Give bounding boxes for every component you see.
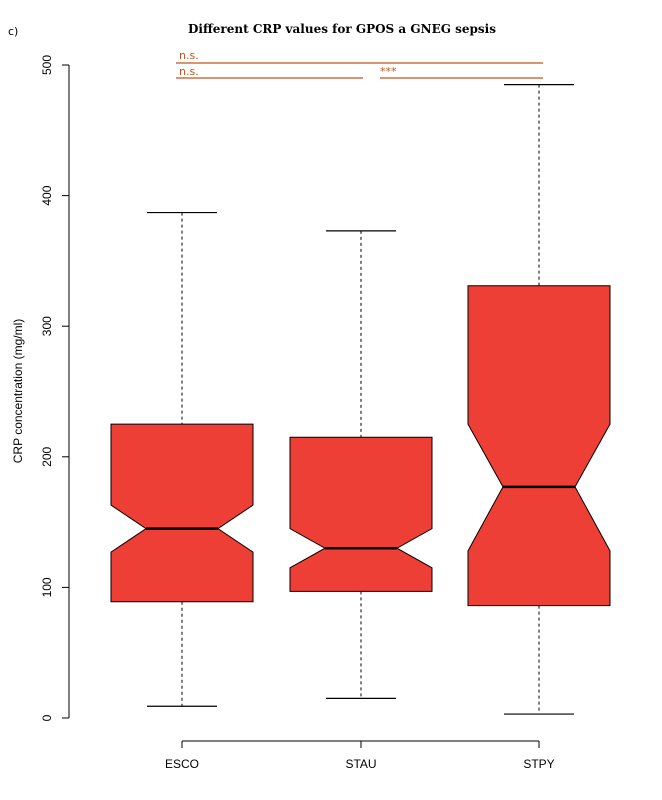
- notched-box: [289, 436, 433, 592]
- x-tick-label: STAU: [345, 757, 376, 771]
- y-tick-label: 300: [40, 316, 54, 336]
- significance-annotations: n.s. n.s. ***: [176, 49, 543, 79]
- x-tick-label: ESCO: [165, 757, 199, 771]
- y-tick-label: 400: [40, 185, 54, 205]
- significance-label: n.s.: [179, 49, 199, 62]
- y-tick-label: 200: [40, 446, 54, 466]
- notched-box: [467, 285, 611, 607]
- axes: 0 100 200 300 400 500 ESCO STAU STPY: [40, 55, 555, 771]
- boxes: [110, 83, 611, 715]
- y-tick-label: 500: [40, 55, 54, 75]
- box-stpy: [467, 83, 611, 715]
- panel-label: c): [8, 25, 18, 38]
- y-axis-label: CRP concentration (mg/ml): [11, 319, 25, 464]
- x-tick-label: STPY: [523, 757, 554, 771]
- box-stau: [289, 230, 433, 700]
- significance-label: ***: [380, 65, 397, 78]
- chart-title: Different CRP values for GPOS a GNEG sep…: [188, 22, 496, 36]
- y-tick-label: 0: [40, 714, 54, 721]
- y-tick-label: 100: [40, 577, 54, 597]
- box-esco: [110, 211, 254, 707]
- notched-box: [110, 423, 254, 603]
- significance-label: n.s.: [179, 65, 199, 78]
